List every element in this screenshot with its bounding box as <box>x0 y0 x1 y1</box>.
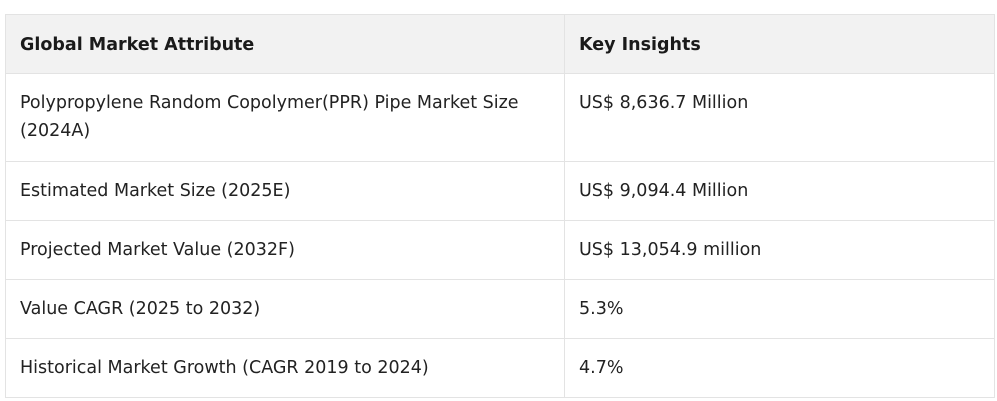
table-cell-attribute: Estimated Market Size (2025E) <box>5 161 565 221</box>
table-row: Historical Market Growth (CAGR 2019 to 2… <box>5 338 995 398</box>
table-row: Projected Market Value (2032F) US$ 13,05… <box>5 220 995 280</box>
table-cell-attribute: Projected Market Value (2032F) <box>5 220 565 280</box>
table-row: Value CAGR (2025 to 2032) 5.3% <box>5 279 995 339</box>
market-attributes-table-container: Global Market Attribute Key Insights Pol… <box>5 14 995 398</box>
table-row: Polypropylene Random Copolymer(PPR) Pipe… <box>5 73 995 162</box>
table-cell-attribute: Value CAGR (2025 to 2032) <box>5 279 565 339</box>
table-cell-insight: US$ 9,094.4 Million <box>564 161 995 221</box>
table-cell-insight: US$ 13,054.9 million <box>564 220 995 280</box>
table-row: Estimated Market Size (2025E) US$ 9,094.… <box>5 161 995 221</box>
market-attributes-table: Global Market Attribute Key Insights Pol… <box>5 14 995 398</box>
column-header-insights: Key Insights <box>564 14 995 74</box>
column-header-attribute: Global Market Attribute <box>5 14 565 74</box>
table-header-row: Global Market Attribute Key Insights <box>5 14 995 74</box>
table-cell-attribute: Historical Market Growth (CAGR 2019 to 2… <box>5 338 565 398</box>
table-cell-attribute: Polypropylene Random Copolymer(PPR) Pipe… <box>5 73 565 162</box>
table-cell-insight: 5.3% <box>564 279 995 339</box>
table-cell-insight: US$ 8,636.7 Million <box>564 73 995 162</box>
table-cell-insight: 4.7% <box>564 338 995 398</box>
